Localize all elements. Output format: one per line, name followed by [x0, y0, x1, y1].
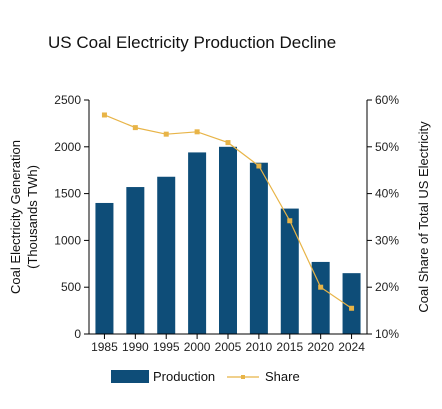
- share-line: [101, 112, 355, 311]
- y2-axis-title: Coal Share of Total US Electricity: [416, 121, 431, 313]
- legend-swatch-production: [111, 370, 149, 383]
- bar-2005: [219, 146, 237, 334]
- bar-2015: [280, 208, 299, 334]
- right-tick-label: 10%: [375, 327, 399, 341]
- x-tick-label: 2024: [338, 340, 365, 354]
- x-tick-label: 2020: [307, 340, 334, 354]
- bar-2000: [188, 152, 207, 334]
- x-tick-label: 2015: [276, 340, 303, 354]
- bar-1990: [126, 187, 145, 334]
- right-tick-label: 30%: [375, 233, 399, 247]
- left-tick-label: 1500: [54, 187, 81, 201]
- production-bars: [95, 146, 361, 334]
- y-axis-title-line-2: (Thousands TWh): [25, 165, 40, 269]
- legend: Production Share: [111, 369, 300, 384]
- bar-2024: [342, 273, 361, 334]
- left-axis-ticks: 0 500 1000 1500 2000 2500: [54, 93, 89, 341]
- y-axis-title-line-1: Coal Electricity Generation: [8, 140, 23, 294]
- share-point-1995: [163, 131, 169, 137]
- bar-1995: [157, 176, 176, 334]
- right-tick-label: 60%: [375, 93, 399, 107]
- x-tick-label: 1985: [91, 340, 118, 354]
- share-point-2020: [318, 284, 324, 290]
- x-axis-ticks: 1985 1990 1995 2000 2005 2010 2015 2020 2024: [91, 334, 365, 354]
- share-point-2010: [256, 163, 262, 169]
- left-tick-label: 0: [74, 327, 81, 341]
- legend-label-share: Share: [265, 369, 300, 384]
- bar-2010: [249, 162, 268, 334]
- bar-2020: [311, 261, 330, 334]
- x-tick-label: 2000: [184, 340, 211, 354]
- x-tick-label: 2005: [215, 340, 242, 354]
- share-point-2000: [194, 129, 200, 135]
- legend-label-production: Production: [153, 369, 215, 384]
- x-tick-label: 1990: [122, 340, 149, 354]
- share-point-2005: [225, 140, 231, 146]
- x-tick-label: 2010: [246, 340, 273, 354]
- right-tick-label: 50%: [375, 140, 399, 154]
- left-tick-label: 2000: [54, 140, 81, 154]
- share-point-2024: [349, 305, 355, 311]
- bar-1985: [95, 202, 114, 334]
- right-tick-label: 20%: [375, 280, 399, 294]
- chart-title: US Coal Electricity Production Decline: [48, 33, 336, 52]
- right-tick-label: 40%: [375, 187, 399, 201]
- share-point-1985: [101, 112, 107, 118]
- x-tick-label: 1995: [153, 340, 180, 354]
- left-tick-label: 1000: [54, 233, 81, 247]
- left-tick-label: 2500: [54, 93, 81, 107]
- right-axis-ticks: 10% 20% 30% 40% 50% 60%: [367, 93, 399, 341]
- legend-swatch-share-marker: [241, 375, 245, 379]
- left-tick-label: 500: [61, 280, 81, 294]
- share-point-1990: [132, 125, 138, 131]
- share-point-2015: [287, 218, 293, 224]
